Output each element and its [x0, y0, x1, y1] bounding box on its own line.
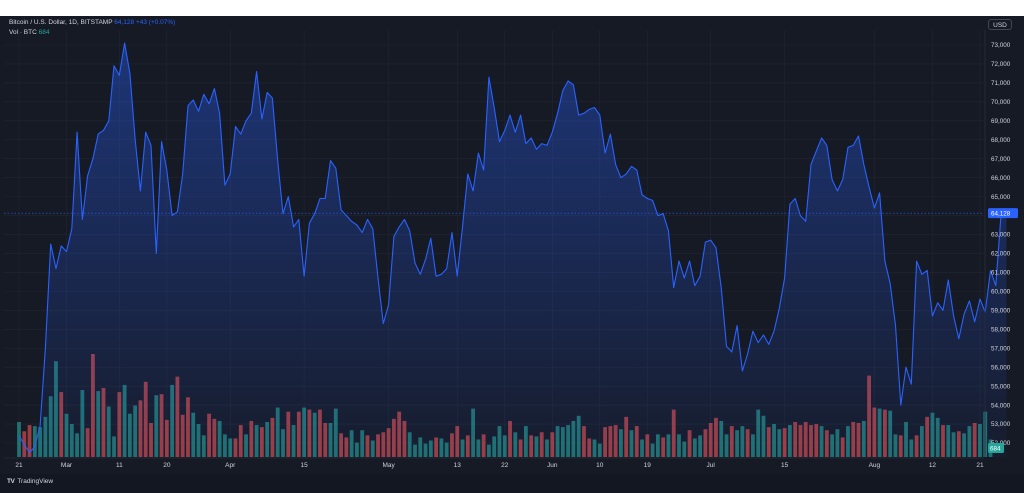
- time-tick-label: Jul: [707, 462, 716, 469]
- price-tick-label: 65,000: [991, 194, 1011, 201]
- time-tick-label: 11: [116, 462, 123, 469]
- price-tick-label: 60,000: [991, 289, 1011, 296]
- time-tick-label: 12: [929, 462, 937, 469]
- price-change: +43 (+0.07%): [135, 19, 176, 26]
- price-axis: 52,00053,00054,00055,00056,00057,00058,0…: [984, 30, 1011, 457]
- last-volume-label: 684: [990, 445, 1001, 452]
- time-axis: 21 Mar 11 20 Apr 15 May 13 22 Jun 10 19 Jul 15 Aug 12 21: [4, 457, 984, 469]
- last-price-label: 64,128: [991, 210, 1011, 217]
- price-tick-label: 63,000: [991, 232, 1011, 239]
- currency-button[interactable]: USD: [988, 19, 1012, 30]
- price-chart[interactable]: 52,00053,00054,00055,00056,00057,00058,0…: [0, 16, 1024, 493]
- time-tick-label: 13: [454, 462, 462, 469]
- price-tick-label: 62,000: [991, 251, 1011, 258]
- price-tick-label: 71,000: [991, 80, 1011, 87]
- price-tick-label: 73,000: [991, 42, 1011, 49]
- time-tick-label: 10: [596, 462, 604, 469]
- time-tick-label: 20: [163, 462, 171, 469]
- time-tick-label: Mar: [61, 462, 73, 469]
- last-price-badge: [988, 208, 1018, 219]
- last-volume-badge: [988, 443, 1004, 453]
- price-tick-label: 59,000: [991, 308, 1011, 315]
- time-tick-label: 19: [644, 462, 652, 469]
- tradingview-logo-text: TradingView: [17, 478, 54, 485]
- price-tick-label: 70,000: [991, 99, 1011, 106]
- price-line: [18, 42, 1007, 454]
- price-tick-label: 72,000: [991, 61, 1011, 68]
- price-tick-label: 66,000: [991, 175, 1011, 182]
- last-price: 64,128: [114, 19, 135, 26]
- time-tick-label: 22: [501, 462, 509, 469]
- last-value-labels: 64,128 684: [988, 208, 1018, 453]
- price-tick-label: 56,000: [991, 364, 1011, 371]
- price-tick-label: 55,000: [991, 383, 1011, 390]
- time-tick-label: 21: [15, 462, 23, 469]
- price-area: [4, 42, 1007, 457]
- tradingview-logo[interactable]: TV TradingView: [7, 478, 53, 485]
- time-tick-label: 15: [301, 462, 309, 469]
- price-tick-label: 54,000: [991, 402, 1011, 409]
- price-tick-label: 61,000: [991, 270, 1011, 277]
- volume-bar: [27, 425, 32, 457]
- symbol-legend: Bitcoin / U.S. Dollar, 1D, BITSTAMP 64,1…: [9, 19, 175, 26]
- price-tick-label: 68,000: [991, 137, 1011, 144]
- volume-legend: Vol · BTC 684: [9, 29, 49, 36]
- price-area-fill: [19, 43, 1007, 457]
- footer-bar: [0, 474, 1024, 493]
- volume-title[interactable]: Vol · BTC: [9, 29, 37, 36]
- price-tick-label: 53,000: [991, 421, 1011, 428]
- time-tick-label: Jun: [547, 462, 558, 469]
- time-tick-label: Apr: [225, 462, 236, 469]
- tradingview-logo-icon: TV: [7, 478, 15, 485]
- top-strip: [0, 0, 1024, 16]
- time-tick-label: May: [382, 462, 395, 469]
- price-tick-label: 57,000: [991, 345, 1011, 352]
- time-tick-label: 21: [976, 462, 984, 469]
- price-tick-label: 67,000: [991, 156, 1011, 163]
- volume-bar: [32, 426, 37, 457]
- time-tick-label: Aug: [869, 462, 881, 469]
- symbol-title[interactable]: Bitcoin / U.S. Dollar, 1D, BITSTAMP: [9, 19, 113, 26]
- time-tick-label: 15: [781, 462, 789, 469]
- price-tick-label: 69,000: [991, 118, 1011, 125]
- volume-value: 684: [38, 29, 50, 36]
- price-tick-label: 58,000: [991, 326, 1011, 333]
